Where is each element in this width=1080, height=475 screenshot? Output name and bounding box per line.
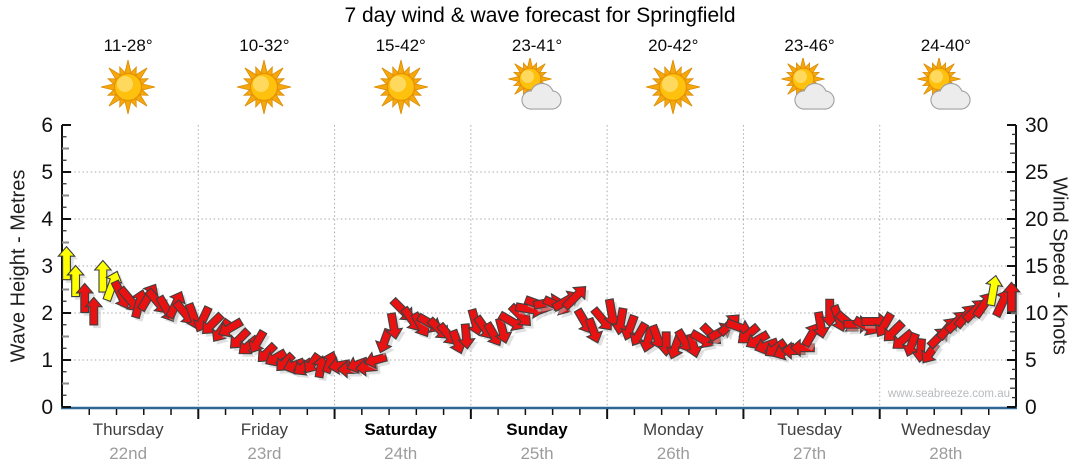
temperature-range: 15-42° <box>375 36 426 55</box>
right-axis-tick-label: 0 <box>1025 396 1037 419</box>
wind-arrow <box>374 327 394 354</box>
wind-arrow <box>457 323 476 350</box>
right-axis-title: Wind Speed - Knots <box>1048 177 1071 355</box>
day-date: 25th <box>520 444 554 463</box>
weather-icon-partly-cloudy <box>917 58 971 110</box>
day-name: Wednesday <box>901 420 991 439</box>
day-name: Tuesday <box>777 420 842 439</box>
left-axis-title: Wave Height - Metres <box>7 169 30 363</box>
temperature-range: 20-42° <box>648 36 699 55</box>
right-axis-tick-label: 30 <box>1025 114 1048 137</box>
day-name: Thursday <box>92 420 164 439</box>
weather-icon-partly-cloudy <box>508 58 562 110</box>
right-axis-tick-label: 5 <box>1025 349 1037 372</box>
right-axis-tick-label: 20 <box>1025 208 1048 231</box>
right-axis-tick-label: 25 <box>1025 161 1048 184</box>
wind-arrow <box>1002 281 1021 313</box>
temperature-range: 24-40° <box>920 36 971 55</box>
weather-icon-sunny <box>101 59 156 115</box>
wind-arrow <box>584 316 604 344</box>
day-date: 27th <box>793 444 827 463</box>
wind-arrow <box>789 338 815 358</box>
wind-arrow <box>984 274 1004 307</box>
day-date: 28th <box>929 444 963 463</box>
temperature-range: 23-41° <box>511 36 563 55</box>
left-axis-tick-label: 5 <box>41 161 53 184</box>
temperature-range: 23-46° <box>784 36 835 55</box>
wind-arrow <box>384 312 404 340</box>
day-date: 24th <box>384 444 418 463</box>
temperature-range: 10-32° <box>239 36 290 55</box>
day-name: Saturday <box>364 420 438 439</box>
left-axis-tick-label: 4 <box>41 208 53 231</box>
wind-arrow <box>93 259 113 293</box>
weather-icon-sunny <box>237 59 292 115</box>
day-name: Friday <box>240 420 289 439</box>
left-axis-tick-label: 6 <box>41 114 53 137</box>
left-axis-tick-label: 3 <box>41 255 53 278</box>
wind-arrow <box>363 351 388 370</box>
wind-arrow <box>248 328 268 354</box>
right-axis-tick-label: 15 <box>1025 255 1048 278</box>
wind-arrow <box>84 296 104 326</box>
watermark: www.seabreeze.com.au <box>887 388 1010 400</box>
right-axis-tick-label: 10 <box>1025 302 1048 325</box>
wind-arrow <box>561 286 587 311</box>
day-name: Monday <box>643 420 704 439</box>
wind-arrow <box>811 311 831 339</box>
day-name: Sunday <box>506 420 568 439</box>
left-axis-tick-label: 0 <box>41 396 53 419</box>
wind-arrow <box>57 245 76 281</box>
weather-icon-sunny <box>373 59 428 115</box>
weather-icon-partly-cloudy <box>780 58 835 110</box>
left-axis-tick-label: 2 <box>41 302 53 325</box>
temperature-range: 11-28° <box>103 36 153 55</box>
wind-arrow <box>75 282 95 314</box>
day-date: 26th <box>656 444 690 463</box>
weather-icon-sunny <box>646 59 701 115</box>
chart-title: 7 day wind & wave forecast for Springfie… <box>344 4 736 27</box>
wind-arrow <box>66 264 86 298</box>
day-date: 23rd <box>247 444 282 463</box>
day-date: 22nd <box>109 444 148 463</box>
left-axis-tick-label: 1 <box>41 349 53 372</box>
